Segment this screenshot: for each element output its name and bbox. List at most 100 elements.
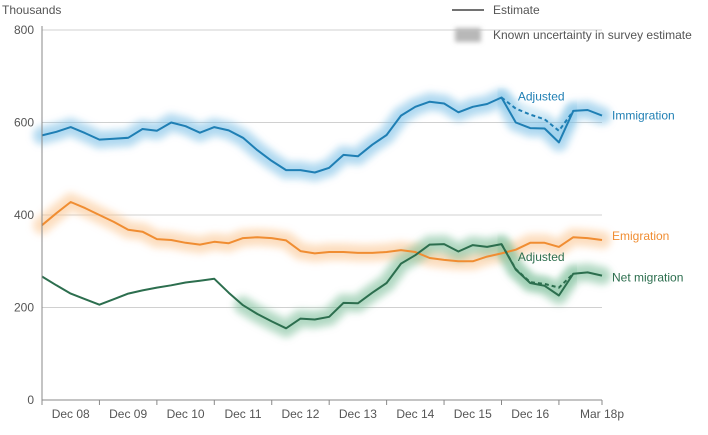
emigration-point bbox=[228, 242, 230, 244]
net-migration-point bbox=[228, 292, 230, 294]
immigration-point bbox=[127, 137, 129, 139]
emigration-point bbox=[357, 252, 359, 254]
net-migration-point bbox=[414, 254, 416, 256]
emigration-point bbox=[385, 251, 387, 253]
net-migration-point bbox=[213, 278, 215, 280]
immigration-point bbox=[299, 169, 301, 171]
immigration-point bbox=[256, 149, 258, 151]
emigration-point bbox=[529, 242, 531, 244]
net-migration-point bbox=[256, 313, 258, 315]
immigration-point bbox=[515, 121, 517, 123]
net-migration-point bbox=[328, 316, 330, 318]
immigration-point bbox=[156, 130, 158, 132]
immigration-point bbox=[285, 169, 287, 171]
immigration-point bbox=[141, 128, 143, 130]
x-tick-label: Dec 15 bbox=[454, 407, 492, 421]
immigration-series-label: Immigration bbox=[612, 109, 675, 123]
emigration-point bbox=[127, 229, 129, 231]
x-tick-label: Dec 13 bbox=[339, 407, 377, 421]
net-migration-adjusted-line bbox=[500, 243, 574, 289]
emigration-point bbox=[443, 259, 445, 261]
immigration-point bbox=[472, 106, 474, 108]
emigration-point bbox=[170, 239, 172, 241]
net-migration-point bbox=[400, 262, 402, 264]
immigration-point bbox=[543, 127, 545, 129]
immigration-point bbox=[98, 138, 100, 140]
immigration-point bbox=[357, 155, 359, 157]
immigration-adjusted-line bbox=[500, 96, 575, 133]
immigration-point bbox=[400, 114, 402, 116]
net-migration-series-label: Net migration bbox=[612, 271, 683, 285]
net-migration-point bbox=[601, 274, 603, 276]
immigration-point bbox=[529, 127, 531, 129]
net-migration-point bbox=[558, 294, 560, 296]
emigration-point bbox=[271, 237, 273, 239]
emigration-point bbox=[156, 238, 158, 240]
net-migration-point bbox=[84, 298, 86, 300]
immigration-point bbox=[443, 102, 445, 104]
immigration-point bbox=[486, 103, 488, 105]
emigration-point bbox=[84, 207, 86, 209]
immigration-point bbox=[113, 138, 115, 140]
immigration-point bbox=[70, 126, 72, 128]
immigration-point bbox=[328, 167, 330, 169]
emigration-point bbox=[586, 237, 588, 239]
series-lines: Adjusted Immigration Emigration Adjusted Net… bbox=[41, 90, 683, 330]
emigration-series-label: Emigration bbox=[612, 229, 669, 243]
y-tick-label: 0 bbox=[27, 393, 34, 407]
axes: 0 200 400 600 800 Dec 08 Dec 09 Dec 10 Dec 11 Dec… bbox=[14, 23, 624, 421]
net-migration-point bbox=[429, 243, 431, 245]
immigration-point bbox=[170, 121, 172, 123]
net-migration-point bbox=[472, 244, 474, 246]
immigration-point bbox=[601, 114, 603, 116]
net-migration-point bbox=[371, 292, 373, 294]
immigration-line bbox=[41, 96, 603, 174]
net-migration-point bbox=[285, 327, 287, 329]
net-migration-point bbox=[586, 271, 588, 273]
emigration-point bbox=[242, 237, 244, 239]
emigration-point bbox=[184, 242, 186, 244]
immigration-point bbox=[385, 134, 387, 136]
immigration-point bbox=[184, 125, 186, 127]
net-migration-point bbox=[199, 280, 201, 282]
immigration-point bbox=[586, 109, 588, 111]
legend: Estimate Known uncertainty in survey est… bbox=[452, 3, 692, 42]
net-migration-point bbox=[342, 302, 344, 304]
legend-estimate-label: Estimate bbox=[493, 3, 540, 17]
emigration-point bbox=[314, 252, 316, 254]
y-tick-label: 600 bbox=[14, 116, 34, 130]
x-tick-label: Dec 08 bbox=[52, 407, 90, 421]
immigration-point bbox=[371, 144, 373, 146]
emigration-point bbox=[55, 212, 57, 214]
emigration-point bbox=[199, 243, 201, 245]
emigration-point bbox=[572, 236, 574, 238]
y-tick-label: 200 bbox=[14, 301, 34, 315]
x-tick-label: Dec 12 bbox=[281, 407, 319, 421]
net-migration-point bbox=[113, 298, 115, 300]
immigration-point bbox=[314, 171, 316, 173]
emigration-point bbox=[429, 257, 431, 259]
net-migration-adjusted-label: Adjusted bbox=[518, 250, 565, 264]
emigration-line bbox=[41, 201, 603, 263]
y-axis-title: Thousands bbox=[2, 3, 61, 17]
net-migration-point bbox=[357, 302, 359, 304]
net-migration-point bbox=[457, 250, 459, 252]
net-migration-point bbox=[184, 281, 186, 283]
emigration-point bbox=[113, 221, 115, 223]
y-tick-label: 800 bbox=[14, 23, 34, 37]
immigration-point bbox=[414, 106, 416, 108]
emigration-point bbox=[371, 252, 373, 254]
y-tick-label: 400 bbox=[14, 208, 34, 222]
x-tick-label: Dec 11 bbox=[224, 407, 261, 421]
emigration-point bbox=[515, 249, 517, 251]
net-migration-point bbox=[70, 292, 72, 294]
immigration-point bbox=[242, 137, 244, 139]
emigration-point bbox=[256, 236, 258, 238]
immigration-point bbox=[213, 126, 215, 128]
emigration-point bbox=[601, 239, 603, 241]
legend-uncertainty-swatch bbox=[455, 28, 481, 42]
emigration-point bbox=[472, 260, 474, 262]
net-migration-point bbox=[572, 273, 574, 275]
